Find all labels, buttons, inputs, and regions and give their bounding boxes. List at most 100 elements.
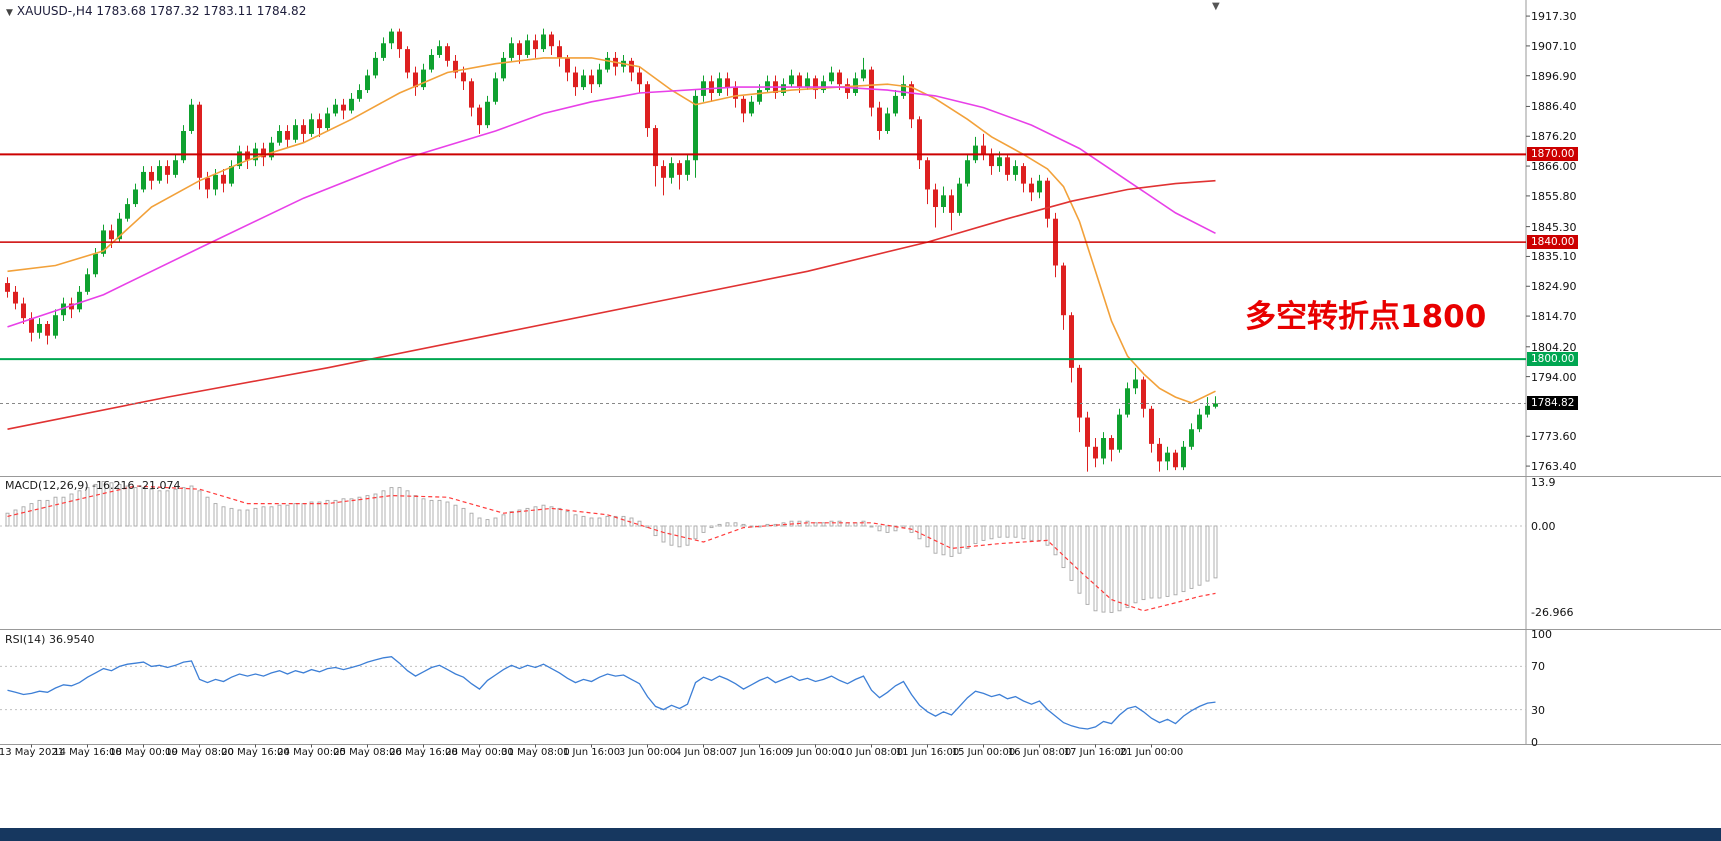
candle-body [197,104,202,178]
candle-body [397,31,402,50]
candle-body [389,31,394,44]
price-tick-label: 1866.00 [1531,160,1577,174]
candle-body [1133,379,1138,389]
candle-body [445,46,450,61]
candle-body [885,113,890,131]
candle-body [877,107,882,131]
collapse-arrow-icon[interactable]: ▼ [6,8,13,18]
candle-body [325,113,330,129]
macd-bar [221,506,226,527]
candle-body [813,78,818,91]
candle-body [157,166,162,181]
price-tick-label: 1763.40 [1531,460,1577,474]
macd-bar [997,525,1002,538]
candle-body [677,163,682,175]
candle-body [181,130,186,161]
candle-body [301,125,306,134]
candle-body [213,174,218,190]
macd-bar [333,499,338,527]
macd-bar [1189,525,1194,589]
macd-bar [573,514,578,527]
candle-body [517,43,522,55]
candle-body [277,130,282,143]
macd-bar [397,487,402,527]
candle-body [437,46,442,55]
macd-bar [1165,525,1170,597]
macd-bar [357,496,362,527]
price-tick-label: 1824.90 [1531,280,1577,294]
price-tick-label: 1804.20 [1531,340,1577,354]
candle-body [85,274,90,292]
candle-body [589,75,594,85]
candle-body [573,72,578,88]
candle-body [765,81,770,91]
candle-body [717,78,722,93]
price-tick-label: 1907.10 [1531,39,1577,53]
macd-signal-line [7,485,1216,612]
macd-bar [197,490,202,527]
time-tick-label: 19 May 08:00 [165,747,234,758]
candle-body [53,315,58,336]
time-tick-label: 7 Jun 16:00 [730,747,789,758]
macd-bar [1125,525,1130,609]
candle-body [29,318,34,333]
macd-bar [157,490,162,527]
candle-body [1061,265,1066,316]
candle-body [1181,446,1186,468]
candle-body [1109,438,1114,450]
macd-bar [693,525,698,540]
macd-bar [69,493,74,527]
candle-body [373,57,378,76]
macd-bar [1181,525,1186,593]
candle-body [429,54,434,70]
macd-bar [869,525,874,528]
macd-bar [1029,525,1034,541]
macd-bar [1141,525,1146,601]
annotation-text[interactable]: 多空转折点1800 [1245,299,1487,335]
candle-body [757,90,762,102]
macd-bar [349,498,354,527]
candle-body [685,160,690,175]
macd-bar [29,503,34,527]
macd-bar [5,512,10,527]
candle-body [525,40,530,55]
candle-body [973,145,978,161]
candle-body [1141,379,1146,409]
price-tick-label: 1814.70 [1531,310,1577,324]
candle-body [957,183,962,213]
time-tick-label: 15 Jun 00:00 [951,747,1016,758]
ma-medium-magenta [7,86,1216,328]
chart-shift-icon[interactable]: ▼ [1212,1,1220,12]
macd-bar [325,499,330,527]
candle-body [541,34,546,50]
macd-bar [733,522,738,527]
time-tick-label: 18 May 00:00 [109,747,178,758]
candle-body [645,84,650,129]
macd-bar [837,520,842,527]
macd-bar [317,501,322,527]
macd-bar [125,485,130,527]
candle-body [189,104,194,131]
macd-bar [181,487,186,527]
macd-bar [973,525,978,545]
macd-bar [109,482,114,527]
candle-body [933,189,938,208]
candle-body [285,130,290,140]
macd-bar [1005,525,1010,538]
macd-bar [469,512,474,527]
macd-bar [453,504,458,527]
macd-bar [437,499,442,527]
candle-body [909,84,914,120]
candle-body [845,84,850,93]
macd-bar [277,504,282,527]
macd-bar [829,520,834,527]
time-tick-label: 1 Jun 16:00 [562,747,621,758]
candle-body [1085,417,1090,447]
time-tick-label: 26 May 16:00 [389,747,458,758]
candle-body [501,57,506,79]
time-tick-label: 13 May 2021 [0,747,65,758]
macd-bar [141,487,146,527]
candle-body [261,148,266,158]
